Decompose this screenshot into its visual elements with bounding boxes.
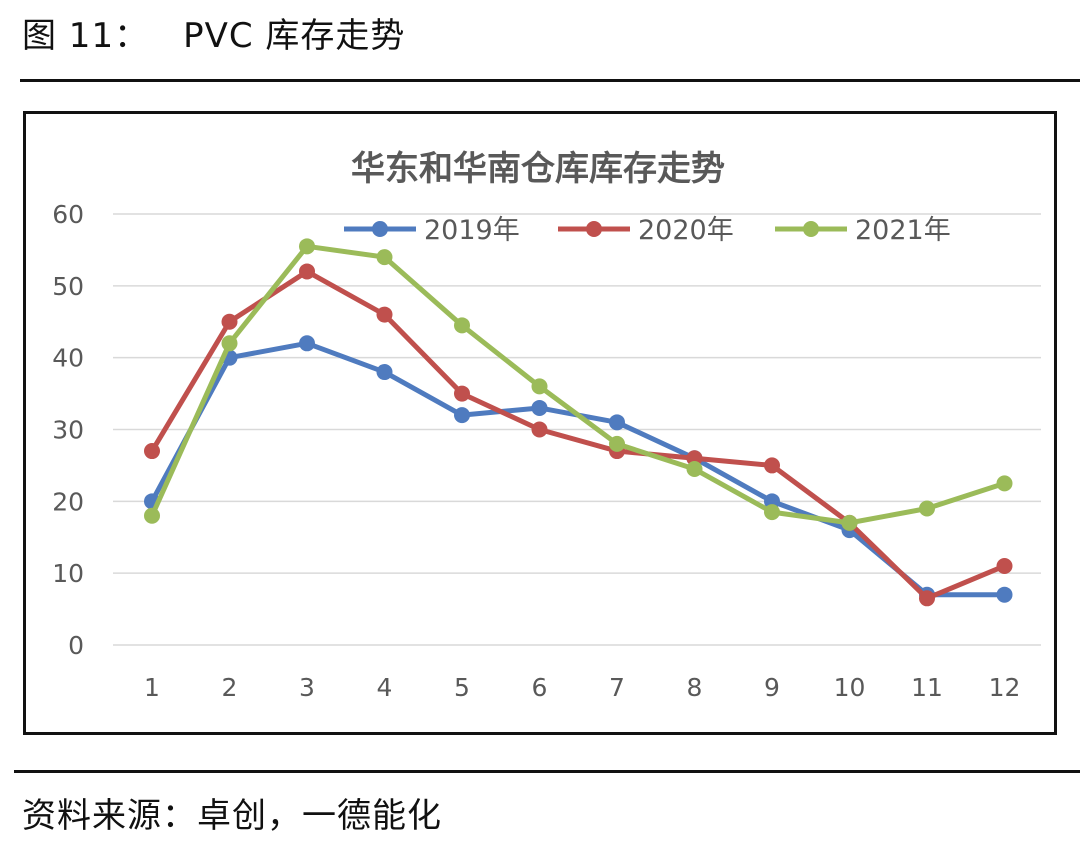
x-tick-label: 11	[911, 673, 943, 702]
chart-frame: 0 10 20 30 40 50 60 1 2 3 4 5 6 7 8 9 10 11 12 2019年 2020年…	[23, 111, 1057, 735]
figure-label: 图 11：	[22, 16, 150, 56]
data-point	[919, 500, 935, 517]
legend-item: 2019年	[344, 215, 520, 246]
y-tick-label: 40	[52, 344, 84, 373]
top-rule	[20, 79, 1080, 82]
data-point	[996, 586, 1013, 603]
data-point	[841, 514, 858, 531]
data-point	[144, 443, 160, 460]
legend: 2019年 2020年 2021年	[344, 215, 951, 246]
series-2021年	[144, 238, 1013, 531]
data-point	[376, 364, 393, 381]
x-tick-label: 7	[609, 673, 625, 702]
bottom-rule	[14, 770, 1080, 773]
x-tick-label: 1	[144, 673, 160, 702]
series-line	[149, 340, 1007, 598]
data-point	[299, 263, 315, 280]
data-point	[764, 504, 780, 521]
data-point	[996, 475, 1013, 492]
series-2019年	[144, 335, 1013, 603]
y-tick-label: 10	[52, 559, 84, 588]
x-tick-label: 12	[989, 673, 1021, 702]
source-note: 资料来源：卓创，一德能化	[22, 796, 442, 836]
y-tick-label: 50	[52, 272, 84, 301]
x-tick-label: 8	[687, 673, 703, 702]
data-point	[764, 457, 780, 474]
legend-label: 2019年	[424, 215, 520, 246]
data-point	[454, 317, 470, 334]
x-axis-ticks: 1 2 3 4 5 6 7 8 9 10 11 12	[144, 673, 1020, 702]
legend-swatch-marker	[803, 221, 819, 237]
data-point	[686, 461, 703, 478]
legend-item: 2020年	[558, 215, 734, 246]
data-point	[299, 238, 315, 255]
data-point	[996, 557, 1013, 574]
x-tick-label: 9	[764, 673, 780, 702]
data-point	[376, 249, 393, 266]
x-tick-label: 5	[454, 673, 470, 702]
data-point	[376, 306, 393, 323]
chart-title: 华东和华南仓库库存走势	[351, 149, 725, 189]
data-point	[531, 399, 548, 416]
series-group	[144, 238, 1013, 607]
y-tick-label: 20	[52, 487, 84, 516]
data-point	[531, 378, 548, 395]
data-point	[531, 421, 548, 438]
x-tick-label: 2	[222, 673, 238, 702]
legend-swatch-marker	[586, 221, 602, 237]
x-tick-label: 10	[834, 673, 866, 702]
y-tick-label: 60	[52, 200, 84, 229]
x-tick-label: 4	[377, 673, 393, 702]
data-point	[609, 414, 625, 431]
figure-title-text: PVC 库存走势	[183, 16, 406, 56]
data-point	[919, 590, 935, 607]
series-line	[149, 268, 1007, 601]
y-tick-label: 30	[52, 416, 84, 445]
data-point	[299, 335, 315, 352]
legend-swatch-marker	[372, 221, 388, 237]
data-point	[609, 435, 625, 452]
gridlines	[113, 213, 1041, 646]
y-tick-label: 0	[68, 631, 84, 660]
data-point	[454, 407, 470, 424]
legend-label: 2020年	[638, 215, 734, 246]
data-point	[221, 335, 238, 352]
series-line	[149, 243, 1007, 526]
data-point	[144, 507, 160, 524]
legend-item: 2021年	[775, 215, 951, 246]
series-2020年	[144, 263, 1013, 607]
legend-label: 2021年	[855, 215, 951, 246]
data-point	[221, 313, 238, 330]
x-tick-label: 6	[532, 673, 548, 702]
x-tick-label: 3	[299, 673, 315, 702]
y-axis-ticks: 0 10 20 30 40 50 60	[52, 200, 84, 660]
figure-title: 图 11： PVC 库存走势	[22, 8, 405, 57]
data-point	[454, 385, 470, 402]
